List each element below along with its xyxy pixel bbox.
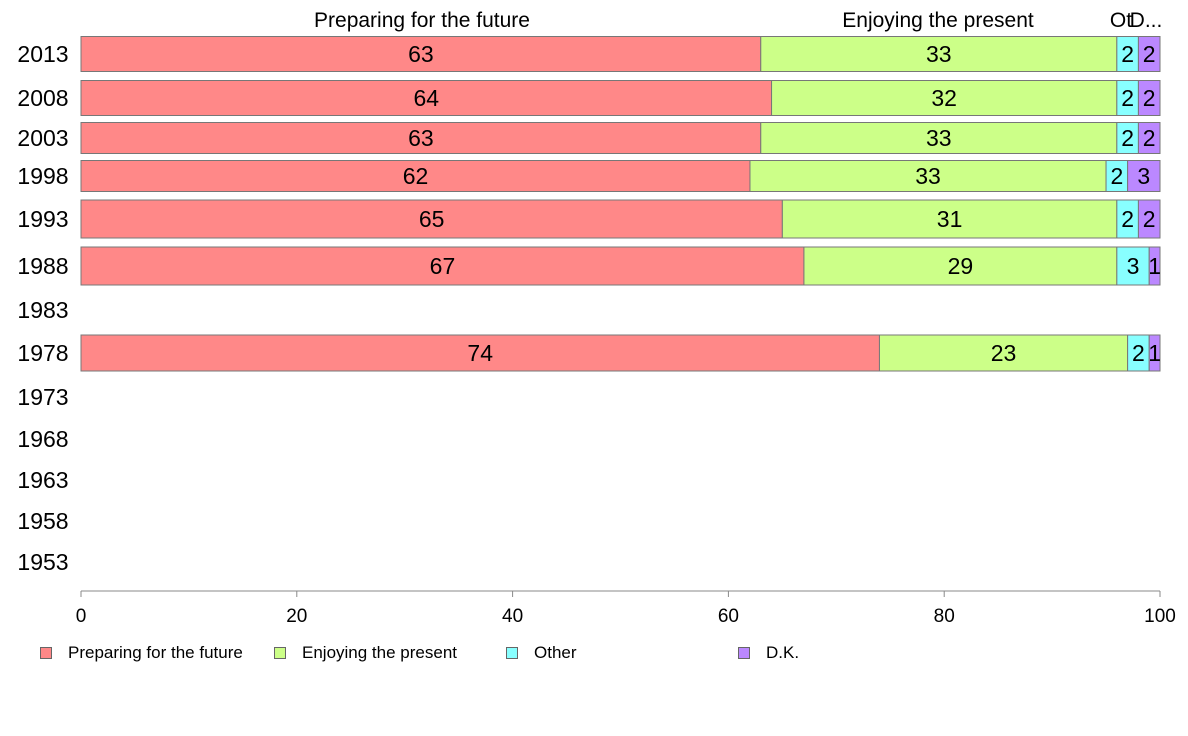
bar-2013-1	[760, 36, 1118, 72]
x-tick-label-20: 20	[286, 606, 307, 627]
bar-label-2008-0: 64	[413, 85, 439, 111]
bar-1993-3	[1137, 199, 1161, 239]
bar-1998-3	[1127, 160, 1161, 192]
legend-swatch-0	[40, 647, 52, 659]
bar-label-2008-3: 2	[1143, 85, 1156, 111]
legend-label-1: Enjoying the present	[302, 643, 457, 662]
bar-label-2003-0: 63	[408, 125, 434, 151]
bar-label-1993-2: 2	[1121, 206, 1134, 232]
bar-label-1988-2: 3	[1127, 253, 1140, 279]
column-header-2: Ot	[1110, 9, 1132, 32]
bar-1993-1	[781, 199, 1118, 239]
x-tick-label-0: 0	[76, 606, 87, 627]
bar-1978-1	[878, 334, 1129, 372]
legend: Preparing for the future Enjoying the pre…	[0, 640, 1188, 668]
category-label-1958: 1958	[17, 508, 68, 534]
bar-label-2013-2: 2	[1121, 41, 1134, 67]
bar-2008-1	[771, 80, 1118, 116]
category-label-1963: 1963	[17, 467, 68, 493]
bar-1978-3	[1148, 334, 1161, 372]
bar-label-1998-1: 33	[915, 163, 941, 189]
bar-label-1988-1: 29	[948, 253, 974, 279]
bar-1978-0	[80, 334, 880, 372]
legend-label-3: D.K.	[766, 643, 800, 662]
bar-label-2013-0: 63	[408, 41, 434, 67]
category-label-1993: 1993	[17, 206, 68, 232]
legend-item-0: Preparing for the future	[40, 640, 243, 666]
bar-label-2013-1: 33	[926, 41, 952, 67]
legend-item-2: Other	[506, 640, 577, 666]
bar-label-1978-0: 74	[467, 340, 493, 366]
legend-label-2: Other	[534, 643, 577, 662]
x-tick-label-60: 60	[718, 606, 739, 627]
category-label-2003: 2003	[17, 125, 68, 151]
column-header-1: Enjoying the present	[842, 9, 1034, 32]
column-header-0: Preparing for the future	[314, 9, 530, 32]
category-label-2013: 2013	[17, 41, 68, 67]
bar-2008-0	[80, 80, 773, 116]
bar-label-1978-3: 1	[1148, 340, 1161, 366]
bar-2003-0	[80, 122, 762, 154]
category-label-2008: 2008	[17, 85, 68, 111]
stacked-bar-chart: Preparing for the future Enjoying the pre…	[17, 9, 1176, 627]
bar-1988-0	[80, 246, 805, 286]
bar-1988-2	[1116, 246, 1150, 286]
bar-1993-0	[80, 199, 783, 239]
bar-label-2003-1: 33	[926, 125, 952, 151]
bar-1998-1	[749, 160, 1107, 192]
bar-label-1993-0: 65	[419, 206, 445, 232]
category-label-1973: 1973	[17, 384, 68, 410]
bar-label-2008-1: 32	[931, 85, 957, 111]
bar-2003-3	[1137, 122, 1161, 154]
bar-label-1978-1: 23	[991, 340, 1017, 366]
bar-1988-3	[1148, 246, 1161, 286]
legend-item-3: D.K.	[738, 640, 799, 666]
legend-swatch-3	[738, 647, 750, 659]
column-header-3: D...	[1130, 9, 1163, 32]
bar-label-1978-2: 2	[1132, 340, 1145, 366]
bar-1998-0	[80, 160, 751, 192]
bar-label-2008-2: 2	[1121, 85, 1134, 111]
category-label-1953: 1953	[17, 549, 68, 575]
x-tick-label-80: 80	[934, 606, 955, 627]
legend-swatch-1	[274, 647, 286, 659]
bar-2008-3	[1137, 80, 1161, 116]
legend-label-0: Preparing for the future	[68, 643, 243, 662]
bar-label-2003-2: 2	[1121, 125, 1134, 151]
x-tick-label-40: 40	[502, 606, 523, 627]
category-label-1988: 1988	[17, 253, 68, 279]
legend-item-1: Enjoying the present	[274, 640, 457, 666]
bar-label-1998-0: 62	[403, 163, 429, 189]
bar-label-1998-3: 3	[1137, 163, 1150, 189]
bar-label-1998-2: 2	[1110, 163, 1123, 189]
bar-2013-3	[1137, 36, 1161, 72]
bar-label-1988-3: 1	[1148, 253, 1161, 279]
category-label-1978: 1978	[17, 340, 68, 366]
legend-swatch-2	[506, 647, 518, 659]
bar-label-1988-0: 67	[430, 253, 456, 279]
category-label-1983: 1983	[17, 297, 68, 323]
bar-label-1993-3: 2	[1143, 206, 1156, 232]
bar-label-2013-3: 2	[1143, 41, 1156, 67]
bar-label-1993-1: 31	[937, 206, 963, 232]
category-label-1998: 1998	[17, 163, 68, 189]
category-label-1968: 1968	[17, 426, 68, 452]
bar-label-2003-3: 2	[1143, 125, 1156, 151]
x-tick-label-100: 100	[1144, 606, 1176, 627]
